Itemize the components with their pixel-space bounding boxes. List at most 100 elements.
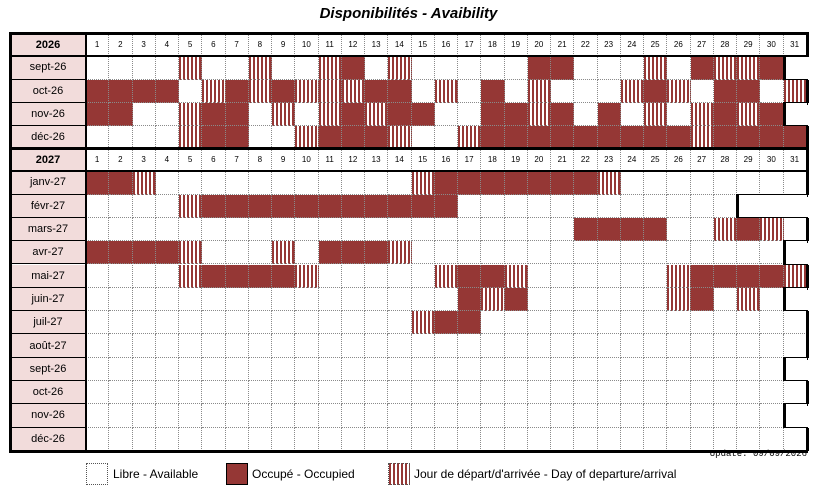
day-cell[interactable]: [504, 102, 528, 127]
day-cell[interactable]: [411, 171, 435, 195]
day-cell[interactable]: [272, 381, 296, 405]
day-cell[interactable]: [760, 79, 784, 103]
day-cell[interactable]: [434, 357, 458, 381]
day-cell[interactable]: [481, 334, 505, 358]
day-cell[interactable]: [318, 241, 342, 265]
day-cell[interactable]: [179, 311, 203, 335]
day-cell[interactable]: [318, 404, 342, 428]
day-cell[interactable]: [527, 287, 551, 312]
day-cell[interactable]: [318, 102, 342, 127]
day-cell[interactable]: [225, 334, 249, 358]
day-cell[interactable]: [551, 171, 575, 195]
day-cell[interactable]: [504, 357, 528, 381]
day-cell[interactable]: [760, 171, 784, 195]
day-cell[interactable]: [341, 404, 365, 428]
day-cell[interactable]: [155, 79, 179, 103]
day-cell[interactable]: [783, 126, 807, 150]
day-cell[interactable]: [411, 102, 435, 127]
day-cell[interactable]: [760, 126, 784, 150]
day-cell[interactable]: [690, 56, 714, 80]
day-cell[interactable]: [411, 287, 435, 312]
day-cell[interactable]: [341, 311, 365, 335]
day-cell[interactable]: [109, 264, 133, 288]
day-cell[interactable]: [551, 404, 575, 428]
day-cell[interactable]: [620, 357, 644, 381]
day-cell[interactable]: [644, 287, 668, 312]
day-cell[interactable]: [597, 217, 621, 242]
day-cell[interactable]: [644, 404, 668, 428]
day-cell[interactable]: [481, 287, 505, 312]
day-cell[interactable]: [620, 334, 644, 358]
day-cell[interactable]: [295, 241, 319, 265]
day-cell[interactable]: [388, 334, 412, 358]
day-cell[interactable]: [574, 171, 598, 195]
day-cell[interactable]: [248, 334, 272, 358]
day-cell[interactable]: [644, 241, 668, 265]
day-cell[interactable]: [109, 126, 133, 150]
day-cell[interactable]: [713, 381, 737, 405]
day-cell[interactable]: [458, 102, 482, 127]
day-cell[interactable]: [225, 171, 249, 195]
day-cell[interactable]: [760, 56, 784, 80]
day-cell[interactable]: [458, 126, 482, 150]
day-cell[interactable]: [132, 217, 156, 242]
day-cell[interactable]: [620, 217, 644, 242]
day-cell[interactable]: [388, 287, 412, 312]
day-cell[interactable]: [318, 79, 342, 103]
day-cell[interactable]: [341, 357, 365, 381]
day-cell[interactable]: [295, 334, 319, 358]
day-cell[interactable]: [86, 241, 110, 265]
day-cell[interactable]: [713, 194, 737, 218]
day-cell[interactable]: [760, 194, 784, 218]
day-cell[interactable]: [504, 264, 528, 288]
day-cell[interactable]: [597, 171, 621, 195]
day-cell[interactable]: [783, 264, 807, 288]
day-cell[interactable]: [458, 381, 482, 405]
day-cell[interactable]: [458, 264, 482, 288]
day-cell[interactable]: [225, 357, 249, 381]
day-cell[interactable]: [713, 404, 737, 428]
day-cell[interactable]: [179, 241, 203, 265]
day-cell[interactable]: [225, 427, 249, 451]
day-cell[interactable]: [783, 102, 807, 127]
day-cell[interactable]: [388, 264, 412, 288]
day-cell[interactable]: [481, 102, 505, 127]
day-cell[interactable]: [551, 79, 575, 103]
day-cell[interactable]: [155, 56, 179, 80]
day-cell[interactable]: [783, 357, 807, 381]
day-cell[interactable]: [132, 194, 156, 218]
day-cell[interactable]: [690, 194, 714, 218]
day-cell[interactable]: [155, 194, 179, 218]
day-cell[interactable]: [132, 102, 156, 127]
day-cell[interactable]: [551, 427, 575, 451]
day-cell[interactable]: [737, 194, 761, 218]
day-cell[interactable]: [690, 171, 714, 195]
day-cell[interactable]: [760, 311, 784, 335]
day-cell[interactable]: [504, 194, 528, 218]
day-cell[interactable]: [225, 56, 249, 80]
day-cell[interactable]: [109, 381, 133, 405]
day-cell[interactable]: [225, 381, 249, 405]
day-cell[interactable]: [365, 126, 389, 150]
day-cell[interactable]: [365, 287, 389, 312]
day-cell[interactable]: [551, 56, 575, 80]
day-cell[interactable]: [551, 126, 575, 150]
day-cell[interactable]: [481, 56, 505, 80]
day-cell[interactable]: [481, 79, 505, 103]
day-cell[interactable]: [248, 287, 272, 312]
day-cell[interactable]: [783, 334, 807, 358]
day-cell[interactable]: [388, 357, 412, 381]
day-cell[interactable]: [318, 217, 342, 242]
day-cell[interactable]: [86, 287, 110, 312]
day-cell[interactable]: [434, 427, 458, 451]
day-cell[interactable]: [713, 241, 737, 265]
day-cell[interactable]: [527, 404, 551, 428]
day-cell[interactable]: [737, 126, 761, 150]
day-cell[interactable]: [365, 381, 389, 405]
day-cell[interactable]: [202, 194, 226, 218]
day-cell[interactable]: [434, 194, 458, 218]
day-cell[interactable]: [574, 241, 598, 265]
day-cell[interactable]: [248, 241, 272, 265]
day-cell[interactable]: [225, 311, 249, 335]
day-cell[interactable]: [295, 404, 319, 428]
